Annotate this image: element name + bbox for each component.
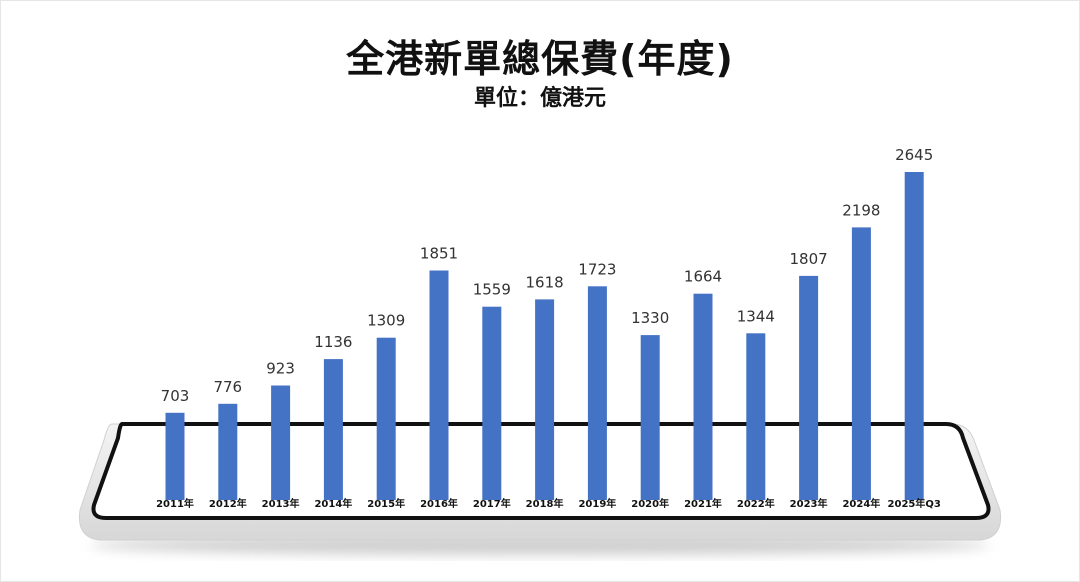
category-label: 2023年 [790,497,828,510]
value-label: 1723 [578,260,616,278]
value-label: 1664 [684,268,722,286]
value-label: 1851 [420,245,458,263]
bar-2011年 [165,412,185,500]
bar-2020年 [640,335,660,500]
bar-2018年 [535,299,555,500]
value-label: 776 [213,378,242,396]
value-label: 1807 [790,250,828,268]
bar-2012年 [218,403,238,500]
value-label: 1136 [314,333,352,351]
bar-2017年 [482,306,502,500]
chart-title: 全港新單總保費(年度) [346,37,734,81]
category-label: 2011年 [156,497,194,510]
category-label: 2018年 [526,497,564,510]
category-label: 2016年 [420,497,458,510]
value-label: 1344 [737,307,775,325]
bar-2021年 [693,293,713,500]
bar-2014年 [323,359,343,500]
category-label: 2019年 [578,497,616,510]
category-label: 2020年 [631,497,669,510]
value-label: 1309 [367,312,405,330]
bar-2015年 [376,337,396,500]
bar-2025年Q3 [904,172,924,500]
category-label: 2025年Q3 [888,497,941,510]
value-label: 2645 [895,146,933,164]
chart-subtitle: 單位：億港元 [473,86,606,111]
bar-2022年 [746,333,766,500]
category-label: 2013年 [262,497,300,510]
category-label: 2024年 [842,497,880,510]
bar-2024年 [851,227,871,500]
bar-2013年 [271,385,291,500]
value-label: 2198 [842,201,880,219]
value-label: 1618 [526,273,564,291]
category-label: 2014年 [314,497,352,510]
value-label: 1330 [631,309,669,327]
category-label: 2017年 [473,497,511,510]
category-label: 2021年 [684,497,722,510]
category-label: 2022年 [737,497,775,510]
bar-2023年 [799,275,819,500]
bar-2016年 [429,270,449,500]
category-label: 2015年 [367,497,405,510]
category-label: 2012年 [209,497,247,510]
value-label: 703 [161,387,190,405]
bar-2019年 [587,286,607,500]
value-label: 923 [266,360,295,378]
value-label: 1559 [473,281,511,299]
